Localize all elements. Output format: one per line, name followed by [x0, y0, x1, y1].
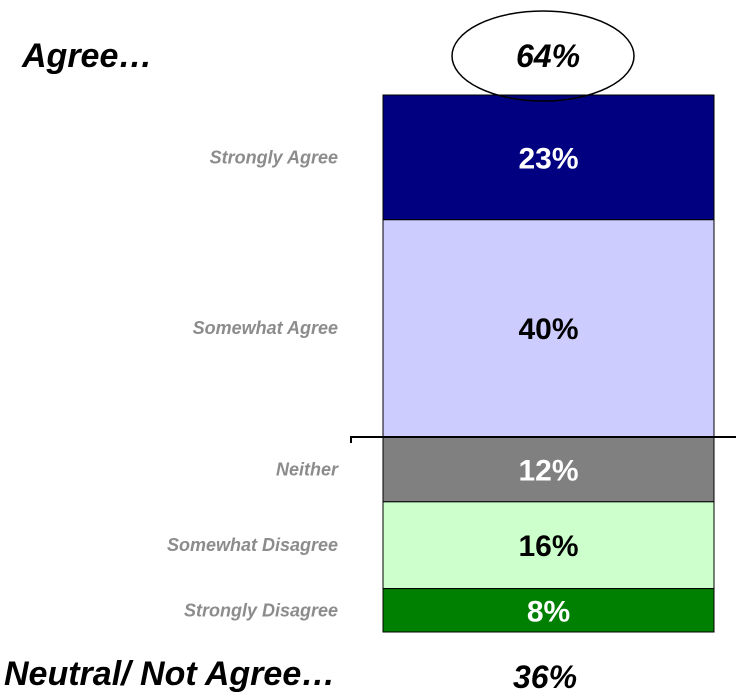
category-label-somewhat-agree: Somewhat Agree: [193, 318, 338, 338]
value-label-somewhat-disagree: 16%: [518, 530, 578, 563]
bar-segment-somewhat-agree: [382, 219, 715, 438]
value-label-strongly-agree: 23%: [518, 142, 578, 175]
value-label-neither: 12%: [518, 454, 578, 487]
category-label-strongly-agree: Strongly Agree: [210, 147, 338, 167]
bar-segment-strongly-agree: [382, 94, 715, 221]
value-label-strongly-disagree: 8%: [527, 595, 570, 628]
agree-group-label: Agree…: [21, 37, 152, 75]
agree-total-value: 64%: [516, 38, 580, 74]
category-label-neither: Neither: [276, 459, 339, 479]
neutral-group-label: Neutral/ Not Agree…: [4, 655, 335, 693]
value-label-somewhat-agree: 40%: [518, 313, 578, 346]
bar-segment-strongly-disagree: [382, 588, 715, 633]
category-label-strongly-disagree: Strongly Disagree: [184, 600, 338, 620]
category-label-somewhat-disagree: Somewhat Disagree: [167, 535, 338, 555]
bar-segments: 23% Strongly Agree 40% Somewhat Agree 12% Nei…: [167, 94, 715, 633]
bar-segment-somewhat-disagree: [382, 501, 715, 590]
agree-total-oval: [451, 10, 635, 102]
neutral-total-value: 36%: [513, 659, 577, 695]
